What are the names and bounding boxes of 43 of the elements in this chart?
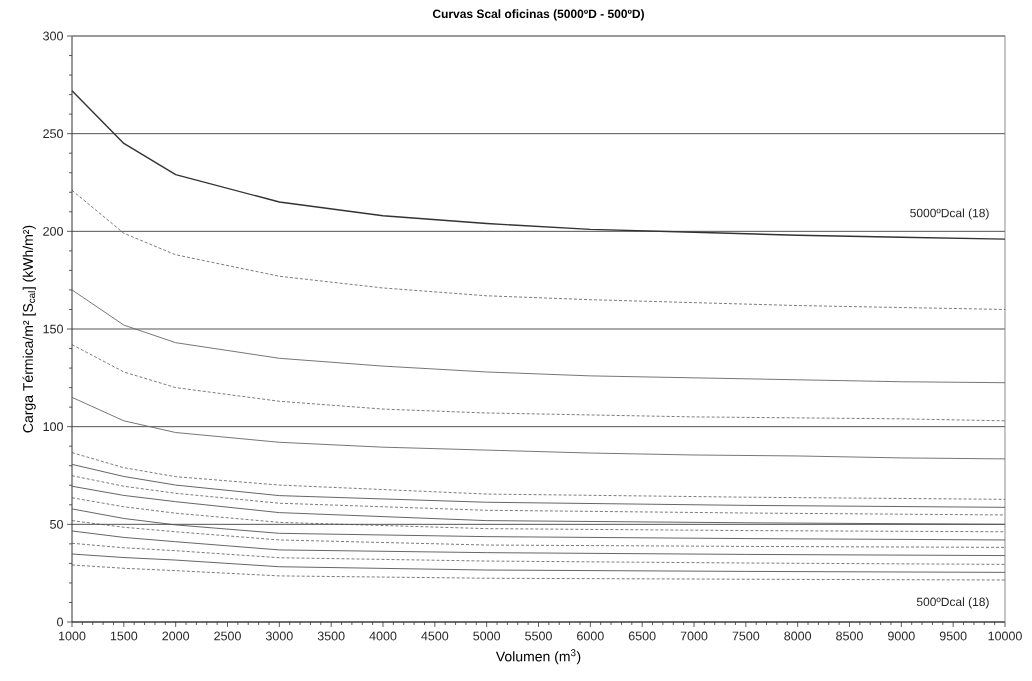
line-series <box>71 553 1006 573</box>
y-tick-label: 250 <box>43 129 63 139</box>
line-series <box>71 564 1006 581</box>
annotation: 5000ºDcal (18) <box>910 208 989 220</box>
x-tick-label: 2500 <box>214 631 241 641</box>
line-series <box>71 475 1006 516</box>
x-tick-label: 8000 <box>784 631 812 641</box>
line-series <box>71 396 1006 460</box>
line-series <box>71 542 1006 565</box>
y-tick-label: 50 <box>50 519 63 529</box>
x-tick-label: 4000 <box>369 631 397 641</box>
y-tick-label: 150 <box>43 324 63 334</box>
line-series <box>71 463 1006 508</box>
y-tick-label: 200 <box>43 226 63 236</box>
line-series <box>71 452 1006 500</box>
x-tick-label: 7000 <box>680 631 708 641</box>
y-axis-title: Carga Térmica/m² [S$_{cal}$] (kWh/m²) <box>22 225 36 433</box>
x-axis-title: Volumen (m$^{3}$) <box>495 649 581 665</box>
x-tick-label: 5500 <box>525 631 552 641</box>
line-series <box>71 485 1006 525</box>
x-tick-label: 1000 <box>59 631 86 641</box>
x-tick-label: 2000 <box>162 631 190 641</box>
x-tick-label: 5000 <box>473 631 501 641</box>
chart-title: Curvas Scal oficinas (5000ºD - 500ºD) <box>432 9 644 21</box>
y-tick-label: 100 <box>43 422 63 432</box>
x-tick-label: 4500 <box>421 631 449 641</box>
x-tick-label: 1500 <box>110 631 138 641</box>
line-series <box>71 508 1006 541</box>
x-tick-label: 9000 <box>888 631 915 641</box>
x-tick-label: 9500 <box>939 631 967 641</box>
x-tick-label: 7500 <box>732 631 760 641</box>
line-series <box>71 344 1006 422</box>
x-tick-label: 6500 <box>628 631 656 641</box>
y-tick-label: 0 <box>57 617 63 627</box>
x-tick-label: 3500 <box>317 631 345 641</box>
y-tick-label: 300 <box>43 31 63 41</box>
annotation: 500ºDcal (18) <box>916 597 989 609</box>
line-series <box>71 530 1006 557</box>
x-tick-label: 10000 <box>988 631 1022 641</box>
x-tick-label: 8500 <box>836 631 863 641</box>
x-tick-label: 6000 <box>577 631 604 641</box>
line-series <box>71 289 1006 384</box>
x-tick-label: 3000 <box>265 631 293 641</box>
